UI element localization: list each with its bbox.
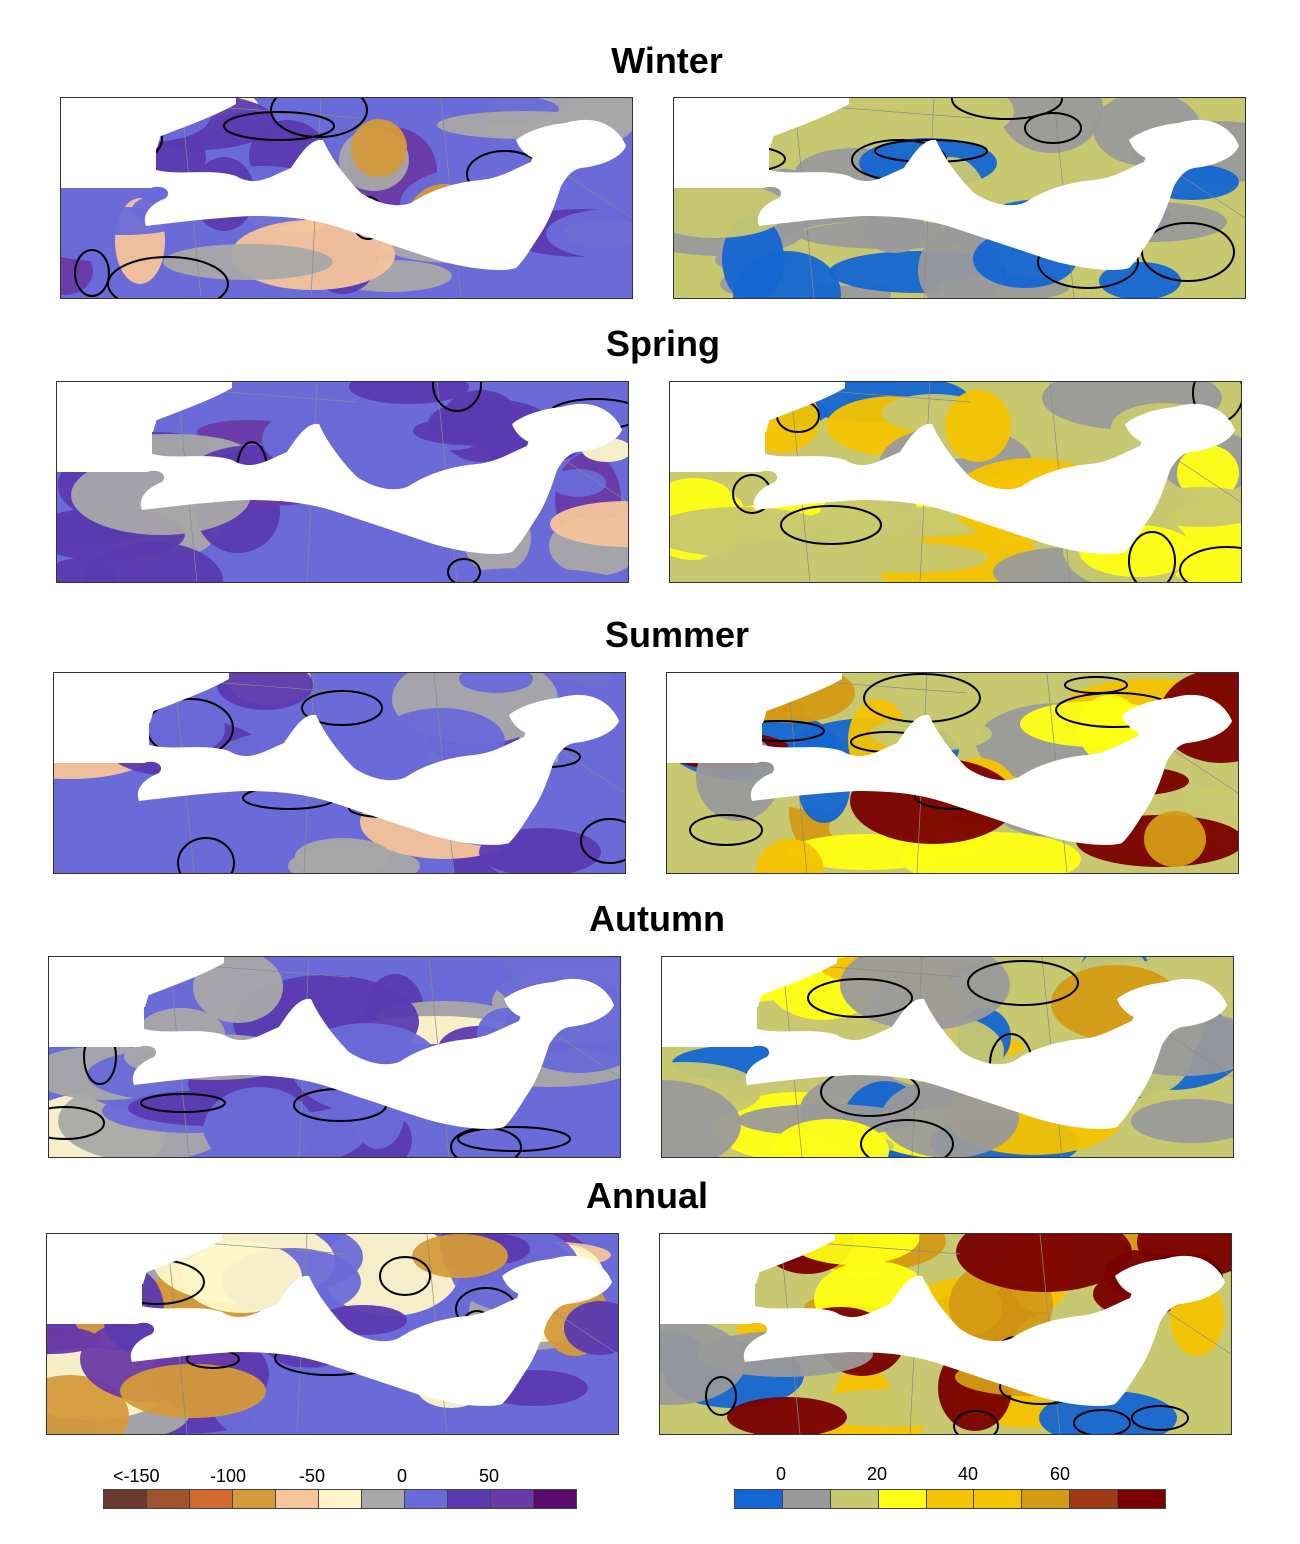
legend-swatch xyxy=(1118,1490,1166,1508)
legend-swatch xyxy=(362,1490,405,1508)
legend-swatch xyxy=(830,1490,879,1508)
legend-swatch xyxy=(926,1490,975,1508)
legend-left-tick-0: <-150 xyxy=(113,1466,160,1486)
legend-swatch xyxy=(878,1490,927,1508)
legend-swatch xyxy=(491,1490,534,1508)
legend-left-tick-2: -50 xyxy=(299,1466,326,1486)
legend-swatch xyxy=(1070,1490,1119,1508)
map-summer-right xyxy=(666,672,1239,874)
legend-swatch xyxy=(233,1490,276,1508)
season-title-annual: Annual xyxy=(586,1175,708,1216)
map-summer-left xyxy=(53,672,626,874)
map-winter-right xyxy=(673,97,1246,299)
legend-left-colorbar xyxy=(103,1489,577,1509)
legend-right-tick-1: 20 xyxy=(867,1464,888,1484)
legend-right-colorbar xyxy=(734,1489,1166,1509)
legend-swatch xyxy=(319,1490,362,1508)
map-annual-left xyxy=(46,1233,619,1435)
map-winter-left xyxy=(60,97,633,299)
legend-swatch xyxy=(190,1490,233,1508)
legend-swatch xyxy=(782,1490,831,1508)
legend-swatch xyxy=(276,1490,319,1508)
legend-right-tick-0: 0 xyxy=(776,1464,787,1484)
season-title-spring: Spring xyxy=(606,323,720,364)
season-title-winter: Winter xyxy=(611,40,723,81)
legend-right-tick-3: 60 xyxy=(1050,1464,1071,1484)
legend-swatch xyxy=(974,1490,1023,1508)
map-autumn-left xyxy=(48,956,621,1158)
map-spring-right xyxy=(669,381,1242,583)
legend-left-tick-3: 0 xyxy=(397,1466,408,1486)
map-autumn-right xyxy=(661,956,1234,1158)
legend-swatch xyxy=(405,1490,448,1508)
map-spring-left xyxy=(56,381,629,583)
legend-swatch xyxy=(104,1490,147,1508)
legend-swatch xyxy=(1022,1490,1071,1508)
map-annual-right xyxy=(659,1233,1232,1435)
legend-right-tick-2: 40 xyxy=(958,1464,979,1484)
legend-swatch xyxy=(735,1490,783,1508)
legend-swatch xyxy=(534,1490,576,1508)
legend-left-tick-4: 50 xyxy=(479,1466,500,1486)
season-title-autumn: Autumn xyxy=(589,898,725,939)
season-title-summer: Summer xyxy=(604,614,750,655)
legend-swatch xyxy=(448,1490,491,1508)
legend-swatch xyxy=(147,1490,190,1508)
legend-left-tick-1: -100 xyxy=(210,1466,247,1486)
